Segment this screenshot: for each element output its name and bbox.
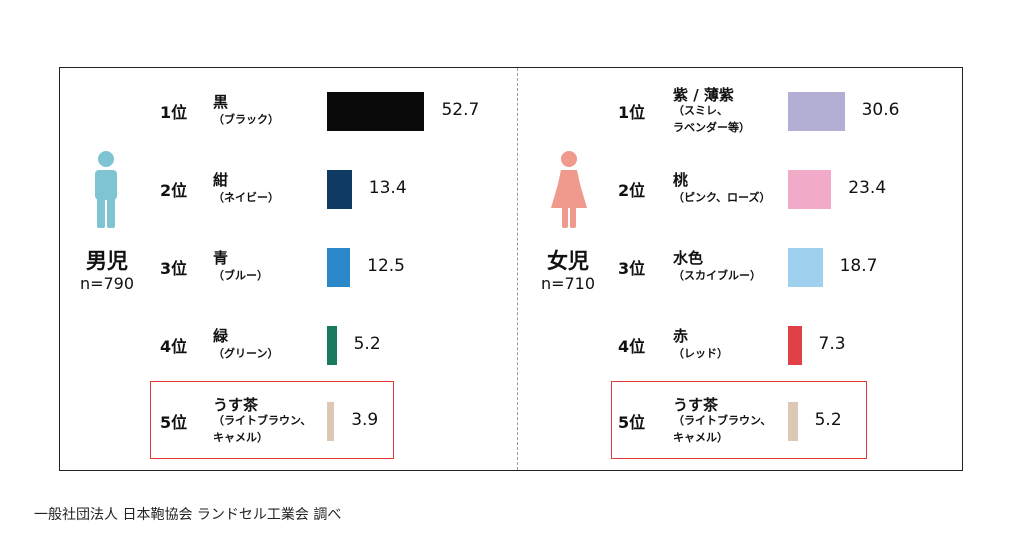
girls-value-label: 23.4 — [848, 178, 887, 198]
boys-rank-label: 1位 — [160, 103, 188, 122]
girls-bar — [788, 326, 802, 365]
boys-value-label: 52.7 — [441, 100, 480, 120]
girls-color-description: （ライトブラウン、 キャメル） — [673, 414, 772, 444]
boys-rank-label: 3位 — [160, 259, 188, 278]
girls-rank-label: 2位 — [618, 181, 646, 200]
boys-color-description: （ブルー） — [213, 269, 268, 282]
girls-bar — [788, 92, 845, 131]
girls-value-label: 7.3 — [818, 334, 846, 354]
panel-divider — [517, 68, 518, 470]
girls-bar — [788, 170, 832, 209]
girls-color-name: 赤 — [673, 327, 689, 345]
boys-rank-label: 4位 — [160, 337, 188, 356]
chart-frame — [59, 67, 963, 471]
boys-color-name: うす茶 — [213, 396, 259, 414]
girls-color-name: 水色 — [673, 249, 704, 267]
boys-rank-label: 5位 — [160, 413, 188, 432]
boys-color-description: （ネイビー） — [213, 191, 279, 204]
boys-color-description: （グリーン） — [213, 347, 279, 360]
girls-color-description: （スカイブルー） — [673, 269, 761, 282]
girls-value-label: 18.7 — [839, 256, 878, 276]
girls-color-description: （ピンク、ローズ） — [673, 191, 771, 204]
boys-color-description: （ライトブラウン、 キャメル） — [213, 414, 312, 444]
boys-group-label: 男児 — [86, 249, 128, 273]
boys-value-label: 3.9 — [351, 410, 379, 430]
girls-color-name: 紫 / 薄紫 — [673, 86, 734, 104]
girls-color-name: 桃 — [673, 171, 689, 189]
boys-color-name: 青 — [213, 249, 229, 267]
boys-color-name: 緑 — [213, 327, 229, 345]
boys-sample-size: n=790 — [79, 274, 135, 293]
girls-rank-label: 1位 — [618, 103, 646, 122]
boys-color-name: 紺 — [213, 171, 229, 189]
girls-color-name: うす茶 — [673, 396, 719, 414]
boys-value-label: 13.4 — [368, 178, 407, 198]
boy-icon — [92, 150, 120, 234]
source-note: 一般社団法人 日本鞄協会 ランドセル工業会 調べ — [34, 507, 342, 523]
girls-bar — [788, 402, 798, 441]
boys-value-label: 12.5 — [367, 256, 405, 276]
boys-rank5-highlight — [150, 381, 394, 459]
girls-color-description: （レッド） — [673, 347, 728, 360]
girls-value-label: 5.2 — [814, 410, 842, 430]
girls-rank5-highlight — [611, 381, 867, 459]
girls-bar — [788, 248, 823, 287]
girls-rank-label: 4位 — [618, 337, 646, 356]
boys-bar — [327, 248, 351, 287]
girl-icon — [549, 150, 589, 234]
girls-sample-size: n=710 — [540, 274, 596, 293]
boys-rank-label: 2位 — [160, 181, 188, 200]
boys-bar — [327, 92, 425, 131]
boys-color-name: 黒 — [213, 93, 229, 111]
boys-value-label: 5.2 — [353, 334, 381, 354]
boys-bar — [327, 326, 337, 365]
girls-rank-label: 5位 — [618, 413, 646, 432]
girls-rank-label: 3位 — [618, 259, 646, 278]
girls-color-description: （スミレ、 ラベンダー等） — [673, 104, 750, 134]
boys-color-description: （ブラック） — [213, 113, 279, 126]
girls-group-label: 女児 — [547, 249, 589, 273]
boys-bar — [327, 402, 335, 441]
girls-value-label: 30.6 — [861, 100, 900, 120]
boys-bar — [327, 170, 352, 209]
